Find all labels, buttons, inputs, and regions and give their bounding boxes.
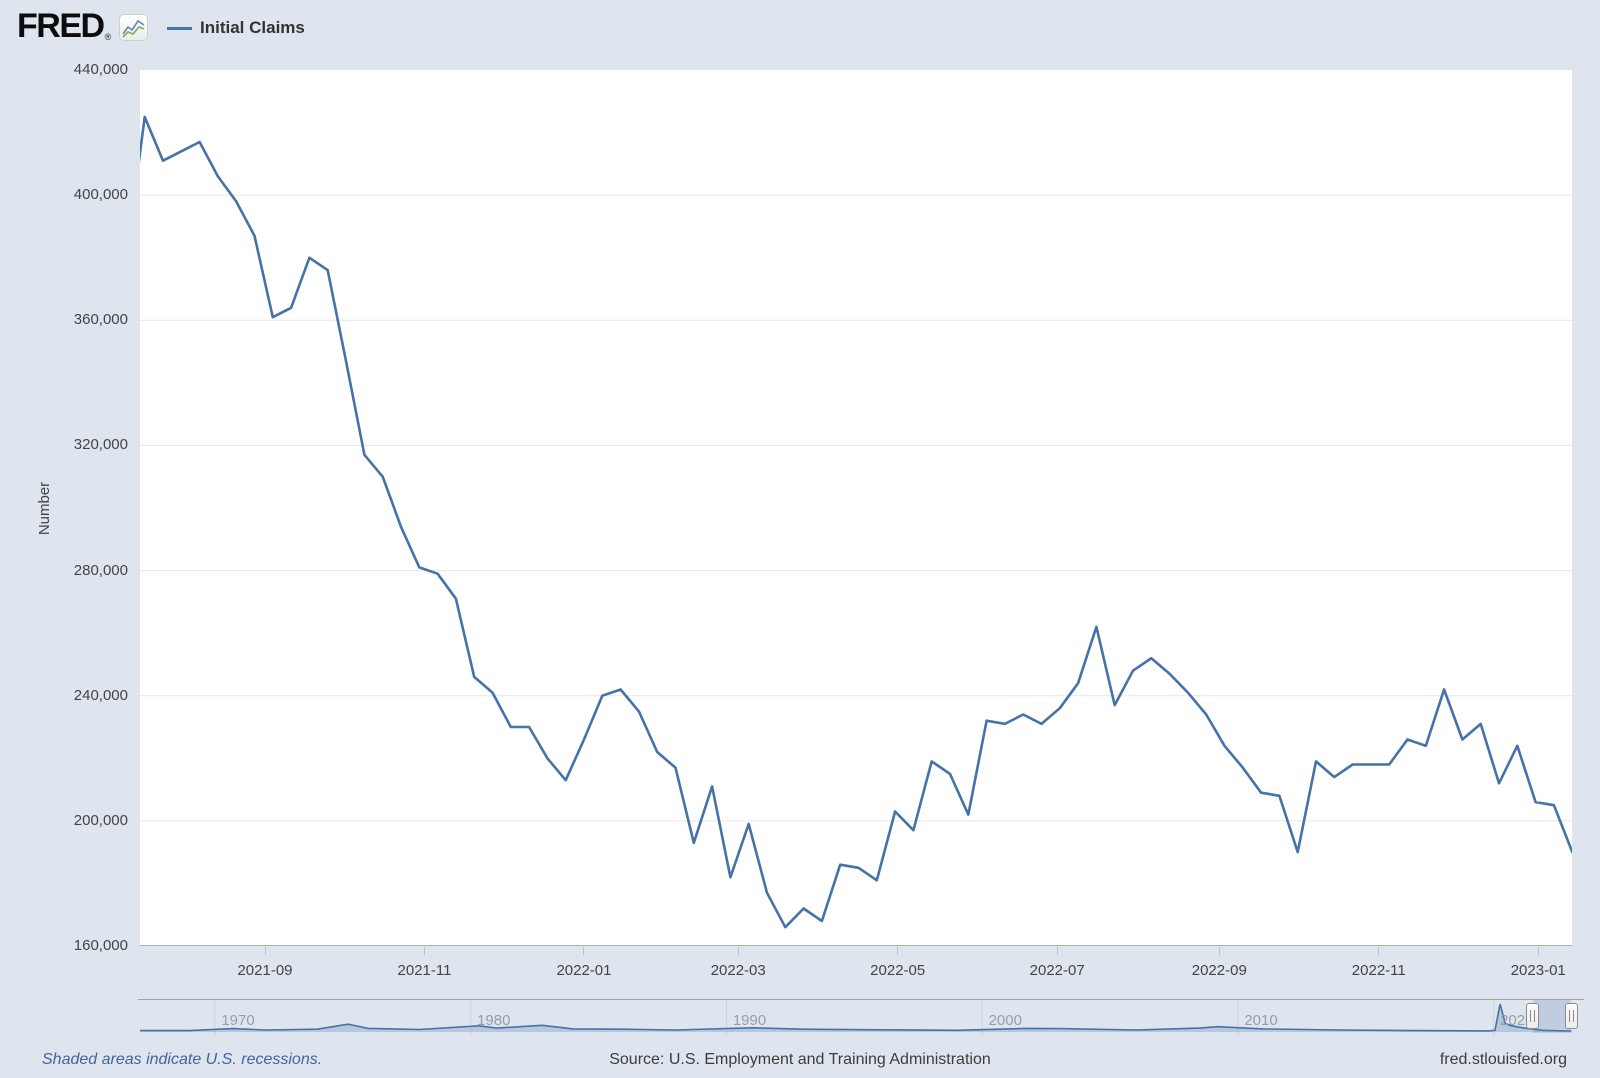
source-note: Source: U.S. Employment and Training Adm… [609,1051,991,1068]
fred-site-label: fred.stlouisfed.org [1439,1051,1567,1068]
x-tick-label: 2022-03 [710,962,766,979]
y-tick-label: 400,000 [73,186,128,204]
handle-grip-icon [1568,1010,1574,1022]
plot-area[interactable] [140,70,1572,946]
registered-trademark: ® [104,32,112,42]
handle-grip-icon [1530,1010,1536,1022]
fred-sparkline-icon [119,14,149,41]
y-tick-label: 280,000 [73,561,128,579]
x-tick-label: 2021-11 [397,962,452,979]
legend-series-label: Initial Claims [200,18,305,37]
x-tick-mark [264,947,266,955]
x-tick-mark [1056,947,1058,955]
y-tick-label: 360,000 [73,311,128,329]
minimap-decade-label: 2010 [1244,1012,1278,1029]
y-tick-label: 200,000 [73,811,128,829]
fred-logo-text: FRED [17,7,105,45]
x-tick-label: 2022-01 [556,962,612,979]
minimap-decade-label: 1990 [732,1012,767,1029]
minimap-left-handle[interactable] [1526,1003,1540,1029]
x-tick-label: 2022-09 [1191,962,1247,979]
recessions-note: Shaded areas indicate U.S. recessions. [42,1051,323,1068]
minimap-area [140,1004,1572,1032]
minimap-timeline[interactable] [0,999,1600,1036]
x-tick-mark [423,947,425,955]
minimap-decade-label: 1970 [221,1012,255,1029]
y-axis-title: Number [36,481,54,536]
y-tick-label: 440,000 [73,61,128,78]
y-tick-label: 320,000 [73,436,128,454]
fred-logo: FRED ® [17,7,149,45]
x-tick-label: 2022-07 [1029,962,1085,979]
minimap-decade-label: 2020 [1500,1012,1534,1029]
minimap-sparkline [140,1003,1572,1032]
x-tick-mark [1378,947,1380,955]
x-tick-mark [1537,947,1539,955]
initial-claims-line-chart [140,115,1572,929]
x-tick-label: 2022-11 [1351,962,1406,979]
y-tick-label: 240,000 [73,686,128,704]
x-tick-mark [897,947,899,955]
x-tick-mark [737,947,739,955]
legend-line-swatch [167,27,192,30]
x-tick-mark [1218,947,1220,955]
minimap-right-handle[interactable] [1564,1003,1578,1029]
x-tick-mark [583,947,585,955]
x-tick-label: 2021-09 [237,962,293,979]
minimap-decade-label: 2000 [988,1012,1022,1029]
minimap-decade-label: 1980 [477,1012,511,1029]
x-tick-label: 2022-05 [870,962,926,979]
chart-legend: Initial Claims [167,18,305,38]
y-tick-label: 160,000 [73,937,128,954]
x-tick-label: 2023-01 [1510,962,1566,979]
series-line [140,115,1572,929]
